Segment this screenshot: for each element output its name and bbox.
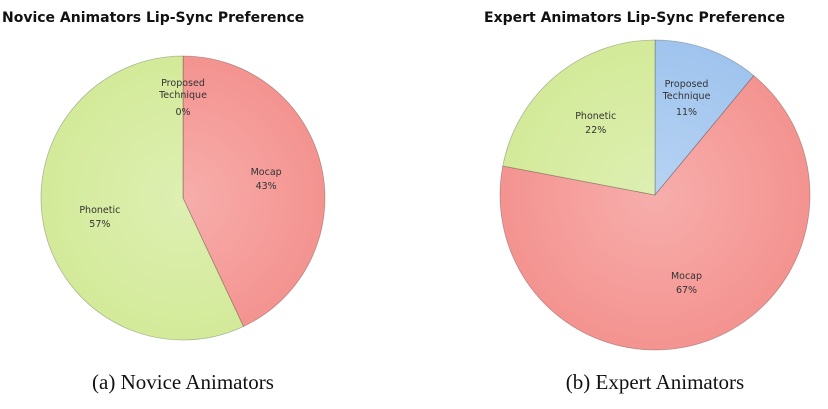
slice-label: Mocap — [250, 167, 282, 179]
slice-label: Proposed Technique — [662, 79, 711, 103]
slice-label: Phonetic — [79, 204, 121, 216]
slice-label: Mocap — [670, 270, 703, 282]
pie-slice — [182, 55, 326, 328]
chart-title: Expert Animators Lip-Sync Preference — [484, 10, 785, 26]
slice-value: 0% — [175, 106, 191, 118]
slice-value: 43% — [255, 181, 277, 193]
slice-value: 22% — [585, 125, 607, 137]
slice-value: 11% — [675, 107, 698, 119]
pie-slice — [502, 39, 656, 196]
caption: (b) Expert Animators — [565, 370, 745, 394]
slice-value: 67% — [675, 284, 698, 296]
pie-slice — [499, 75, 811, 351]
caption: (a) Novice Animators — [92, 370, 274, 394]
pie-slice — [654, 39, 755, 197]
chart-title: Novice Animators Lip-Sync Preference — [2, 10, 305, 26]
pie-slice — [40, 55, 244, 341]
slice-label: Phonetic — [575, 111, 617, 123]
slice-value: 57% — [89, 218, 111, 230]
slice-label: Proposed Technique — [159, 77, 207, 101]
